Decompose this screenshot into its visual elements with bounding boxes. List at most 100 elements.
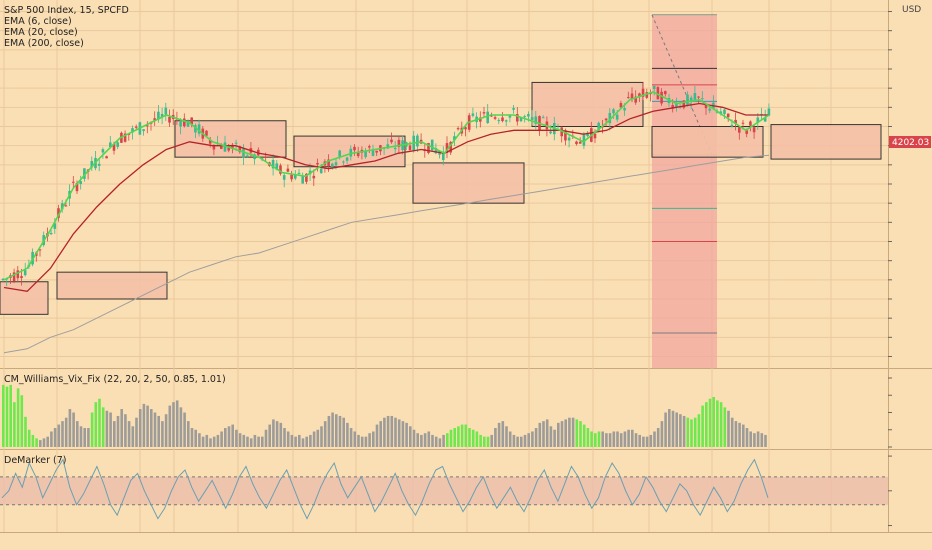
vix-bar <box>390 415 394 447</box>
vix-bar <box>460 424 464 447</box>
candle-body <box>564 130 567 141</box>
candle-body <box>53 223 57 229</box>
candle-body <box>608 113 612 124</box>
vix-bar <box>649 434 653 447</box>
zone-box <box>770 124 882 160</box>
vix-bar <box>357 434 360 447</box>
candle-body <box>146 125 149 127</box>
candle-body <box>656 87 660 100</box>
vix-bar <box>749 431 752 447</box>
vix-bar <box>753 433 756 447</box>
candle-body <box>704 103 708 109</box>
vix-bar <box>527 433 530 447</box>
vix-bar <box>261 436 264 447</box>
vix-bar <box>520 436 523 447</box>
vix-bar <box>113 421 116 447</box>
vix-bar <box>109 412 112 447</box>
vix-bar <box>9 384 12 447</box>
vix-bar <box>686 417 690 447</box>
vix-bar <box>760 433 764 447</box>
candle-body <box>112 143 116 151</box>
vix-bar <box>464 424 468 447</box>
candle-body <box>345 157 349 161</box>
vix-bar <box>150 409 153 447</box>
candle-body <box>456 128 460 130</box>
candle-body <box>264 156 267 158</box>
candle-body <box>153 118 156 121</box>
candle-body <box>364 151 367 158</box>
vix-bar <box>312 431 316 447</box>
vix-bar <box>383 417 386 447</box>
vix-bar <box>538 422 542 447</box>
candle-body <box>23 270 27 276</box>
vix-bar <box>764 434 767 447</box>
vix-bar <box>697 414 701 447</box>
vix-bar <box>127 421 131 447</box>
vix-fix-bars <box>2 384 767 447</box>
vix-bar <box>327 415 331 447</box>
candle-body <box>445 143 449 153</box>
candle-body <box>197 124 201 134</box>
candle-body <box>749 121 752 126</box>
vix-bar <box>705 402 708 447</box>
candle-body <box>693 93 697 101</box>
vix-bar <box>209 438 212 447</box>
vix-bar <box>360 436 364 447</box>
candle-body <box>83 168 86 179</box>
candle-body <box>142 129 145 132</box>
candle-body <box>12 272 16 282</box>
candle-body <box>689 97 693 102</box>
zone-box <box>56 271 168 300</box>
vix-bar <box>412 429 416 447</box>
vix-bar <box>5 386 9 447</box>
currency-label: USD <box>902 5 921 15</box>
vix-bar <box>508 431 512 447</box>
vix-bar <box>531 431 534 447</box>
candle-body <box>64 205 68 207</box>
vix-bar <box>642 436 645 447</box>
candle-body <box>271 160 275 169</box>
candle-body <box>186 121 190 127</box>
vix-bar <box>420 434 423 447</box>
vix-bar <box>579 421 582 447</box>
fib-zone <box>652 16 717 368</box>
vix-bar <box>545 419 549 447</box>
candle-body <box>723 109 726 115</box>
vix-bar <box>623 431 627 447</box>
vix-bar <box>605 433 608 447</box>
candle-body <box>501 117 504 122</box>
vix-bar <box>50 431 53 447</box>
vix-bar <box>20 395 24 447</box>
candle-body <box>464 127 467 130</box>
vix-bar <box>682 415 686 447</box>
candle-body <box>353 146 356 151</box>
vix-bar <box>35 438 38 447</box>
candle-body <box>756 117 760 123</box>
vix-bar <box>16 388 20 447</box>
demarker-pane-label: DeMarker (7) <box>4 455 66 466</box>
vix-bar <box>693 417 697 447</box>
candle-body <box>312 175 316 179</box>
vix-bar <box>194 429 197 447</box>
candle-body <box>72 181 75 183</box>
candle-body <box>60 203 64 210</box>
candle-body <box>238 146 242 153</box>
vix-bar <box>575 419 579 447</box>
candle-body <box>527 114 530 117</box>
vix-bar <box>353 431 357 447</box>
vix-bar <box>179 407 183 447</box>
vix-bar <box>730 417 734 447</box>
vix-bar <box>298 434 301 447</box>
candle-body <box>101 149 105 153</box>
candle-body <box>708 108 711 111</box>
candle-body <box>79 181 82 184</box>
vix-bar <box>268 424 271 447</box>
vix-bar <box>235 429 238 447</box>
candle-body <box>582 134 586 146</box>
vix-bar <box>275 421 279 447</box>
vix-bar <box>305 436 308 447</box>
vix-bar <box>238 433 242 447</box>
candle-body <box>319 168 323 174</box>
vix-bar <box>442 434 445 447</box>
